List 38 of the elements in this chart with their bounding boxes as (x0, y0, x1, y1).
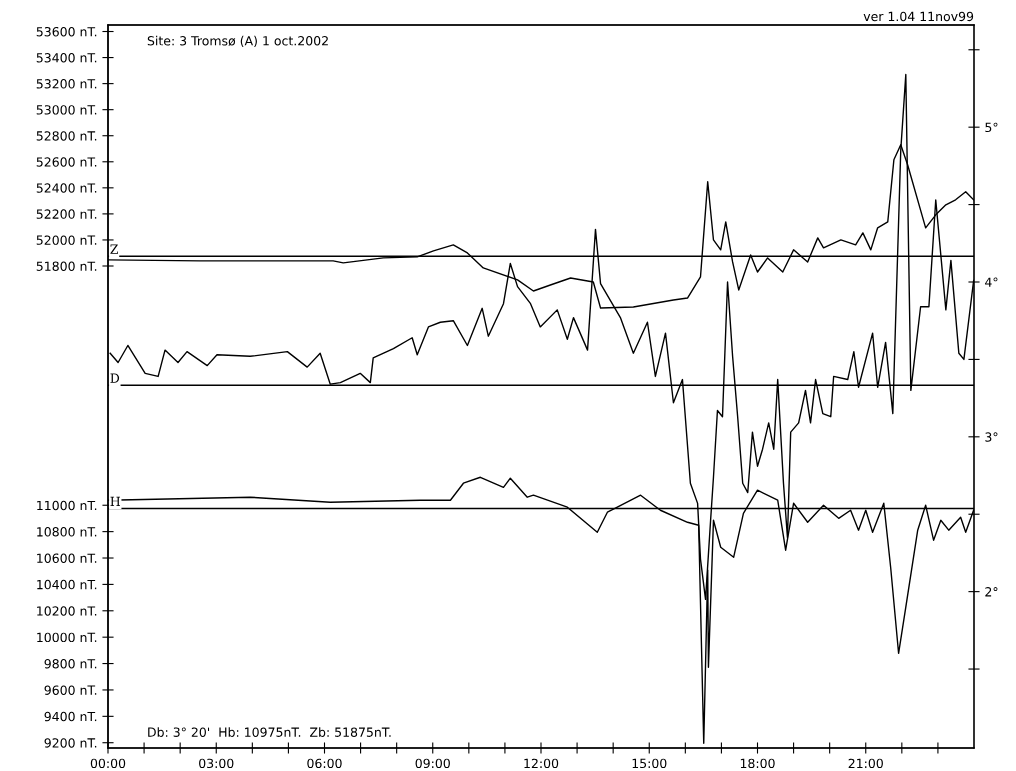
ref-line-label: D (110, 373, 120, 383)
y3-tick-label: 10800 nT. (37, 527, 97, 537)
y-tick-label: 53600 nT. (36, 26, 97, 37)
y3-tick-label: 10000 nT. (37, 632, 97, 643)
x-tick-label: 03:00 (199, 758, 234, 769)
x-tick-label: 18:00 (740, 758, 775, 769)
ref-line-label: Z (110, 244, 118, 254)
ref-line-label: H (110, 496, 121, 506)
y2-tick-label: 3° (985, 432, 998, 442)
y3-tick-label: 9200 nT. (44, 738, 97, 748)
y-tick-label: 52600 nT. (36, 157, 97, 167)
y3-tick-label: 11000 nT. (37, 500, 97, 511)
x-tick-label: 15:00 (632, 758, 667, 769)
text: Site: 3 Tromsø (A) 1 oct.2002 (147, 35, 328, 47)
y-tick-label: 51800 nT. (36, 261, 97, 271)
y2-tick-label: 2° (985, 587, 998, 597)
y3-tick-label: 10600 nT. (37, 553, 97, 563)
y-tick-label: 52400 nT. (36, 183, 97, 193)
y-tick-label: 53400 nT. (36, 53, 97, 63)
y2-tick-label: 4° (985, 277, 998, 287)
x-tick-label: 21:00 (848, 758, 883, 769)
y3-tick-label: 9400 nT. (44, 711, 97, 722)
text: ver 1.04 11nov99 (863, 11, 974, 22)
x-tick-label: 09:00 (415, 758, 450, 769)
y-tick-label: 52000 nT. (36, 235, 97, 245)
y2-tick-label: 5° (985, 122, 998, 133)
x-tick-label: 12:00 (524, 758, 559, 769)
y3-tick-label: 10200 nT. (37, 606, 97, 616)
y3-tick-label: 9600 nT. (44, 685, 97, 695)
y-tick-label: 52800 nT. (36, 131, 97, 141)
x-tick-label: 06:00 (307, 758, 342, 769)
y3-tick-label: 9800 nT. (44, 659, 97, 669)
y-tick-label: 53200 nT. (36, 79, 97, 89)
y-tick-label: 53000 nT. (36, 105, 97, 115)
y-tick-label: 52200 nT. (36, 209, 97, 219)
y3-tick-label: 10400 nT. (37, 579, 97, 590)
annotation: Db: 3° 20' Hb: 10975nT. Zb: 51875nT. (148, 727, 391, 737)
x-tick-label: 00:00 (90, 758, 126, 769)
